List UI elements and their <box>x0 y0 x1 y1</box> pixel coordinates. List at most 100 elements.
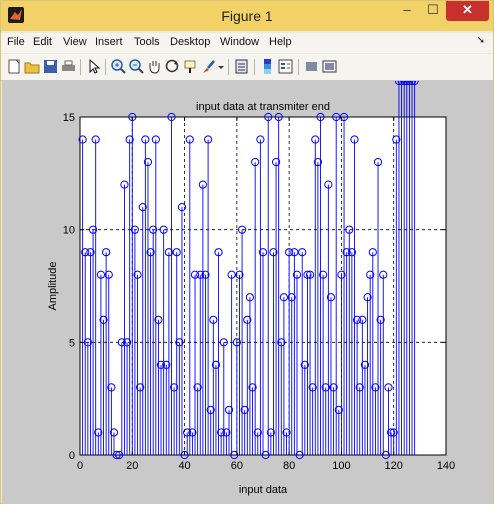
stem-marker <box>329 383 338 392</box>
y-axis: 0 5 10 15 <box>63 112 446 462</box>
x-axis-label: input data <box>239 484 288 496</box>
stem-marker <box>295 450 304 460</box>
stem-marker <box>376 315 385 324</box>
zoom-in-icon[interactable] <box>110 58 127 75</box>
new-figure-icon[interactable] <box>6 58 23 75</box>
data-cursor-icon[interactable] <box>182 58 199 75</box>
close-button[interactable]: ✕ <box>446 1 489 21</box>
maximize-button[interactable]: ☐ <box>427 2 439 17</box>
stem-marker <box>282 428 291 437</box>
x-tick-label: 40 <box>178 460 190 472</box>
edit-plot-arrow-icon[interactable] <box>85 58 102 75</box>
stem-chart[interactable]: 0 20 40 60 80 100 120 140 0 5 10 15 input data at … <box>2 76 493 504</box>
stem-marker <box>175 338 184 347</box>
toolbar-separator <box>254 59 255 75</box>
stem-marker <box>311 135 320 144</box>
stem-marker <box>227 270 236 279</box>
stem-marker <box>350 135 359 144</box>
toolbar-separator <box>298 59 299 75</box>
stem-marker <box>235 270 244 279</box>
stem-marker <box>305 270 315 279</box>
stem-marker <box>392 135 401 144</box>
stem-marker <box>217 428 226 437</box>
show-plot-tools-icon[interactable] <box>321 58 338 75</box>
stem-marker <box>198 180 207 189</box>
link-plot-icon[interactable] <box>233 58 250 75</box>
stem-marker <box>172 248 181 257</box>
stem-marker <box>326 293 336 302</box>
brush-dropdown-icon[interactable] <box>217 58 225 75</box>
x-tick-label: 100 <box>332 460 350 472</box>
stem-marker <box>115 450 124 460</box>
stem-marker <box>248 383 257 392</box>
pan-hand-icon[interactable] <box>146 58 163 75</box>
stem-marker <box>159 225 168 234</box>
menu-help[interactable]: Help <box>269 36 292 48</box>
menu-desktop[interactable]: Desktop <box>170 36 211 48</box>
menu-overflow-icon[interactable]: ➘ <box>476 35 485 46</box>
stem-marker <box>141 135 150 144</box>
save-icon[interactable] <box>42 58 59 75</box>
stem-marker <box>211 360 221 369</box>
stem-marker <box>81 248 90 257</box>
stem-marker <box>274 112 283 122</box>
menu-edit[interactable]: Edit <box>33 36 52 48</box>
stem-marker <box>112 450 121 460</box>
stem-marker <box>337 270 346 279</box>
stem-marker <box>256 135 265 144</box>
stem-marker <box>230 450 239 460</box>
y-tick-label: 15 <box>63 112 75 124</box>
stem-marker <box>88 225 98 234</box>
data-series <box>78 76 419 460</box>
menu-insert[interactable]: Insert <box>95 36 123 48</box>
stem-marker <box>319 270 328 279</box>
stem-marker <box>104 270 113 279</box>
colorbar-icon[interactable] <box>259 58 276 75</box>
stem-marker <box>183 428 192 437</box>
toolbar-separator <box>105 59 106 75</box>
stem-marker <box>261 450 270 460</box>
stem-marker <box>206 405 215 415</box>
chart-title: input data at transmiter end <box>196 101 330 113</box>
stem-marker <box>290 248 299 257</box>
menu-file[interactable]: File <box>7 36 25 48</box>
stem-marker <box>300 360 309 369</box>
stem-marker <box>253 428 262 437</box>
stem-marker <box>99 315 108 324</box>
hide-plot-tools-icon[interactable] <box>303 58 320 75</box>
zoom-out-icon[interactable] <box>128 58 145 75</box>
stem-marker <box>185 135 194 144</box>
legend-icon[interactable] <box>277 58 294 75</box>
stem-marker <box>264 112 273 122</box>
stem-marker <box>177 203 187 212</box>
stem-marker <box>170 383 179 392</box>
stem-marker <box>313 157 322 167</box>
title-bar[interactable]: Figure 1 – ☐ ✕ <box>1 1 493 31</box>
menu-view[interactable]: View <box>63 36 87 48</box>
stem-marker <box>96 270 106 279</box>
brush-icon[interactable] <box>200 58 217 75</box>
stem-marker <box>167 112 176 122</box>
stem-marker <box>342 248 351 257</box>
window-title: Figure 1 <box>221 8 273 24</box>
stem-marker <box>214 248 223 257</box>
minimize-button[interactable]: – <box>403 2 411 17</box>
stem-marker <box>243 315 252 324</box>
stem-marker <box>345 225 354 234</box>
stem-marker <box>373 157 383 167</box>
y-tick-label: 10 <box>63 225 75 237</box>
stem-marker <box>151 135 160 144</box>
stem-marker <box>102 248 111 257</box>
stem-marker <box>138 203 147 212</box>
print-icon[interactable] <box>60 58 77 75</box>
rotate-3d-icon[interactable] <box>164 58 181 75</box>
stem-marker <box>245 293 255 302</box>
menu-window[interactable]: Window <box>220 36 260 48</box>
matlab-logo-icon <box>8 7 24 23</box>
stem-marker <box>269 248 278 257</box>
stem-marker <box>91 135 100 144</box>
stem-marker <box>363 293 372 302</box>
open-file-icon[interactable] <box>24 58 41 75</box>
stem-marker <box>298 248 307 257</box>
menu-tools[interactable]: Tools <box>134 36 160 48</box>
